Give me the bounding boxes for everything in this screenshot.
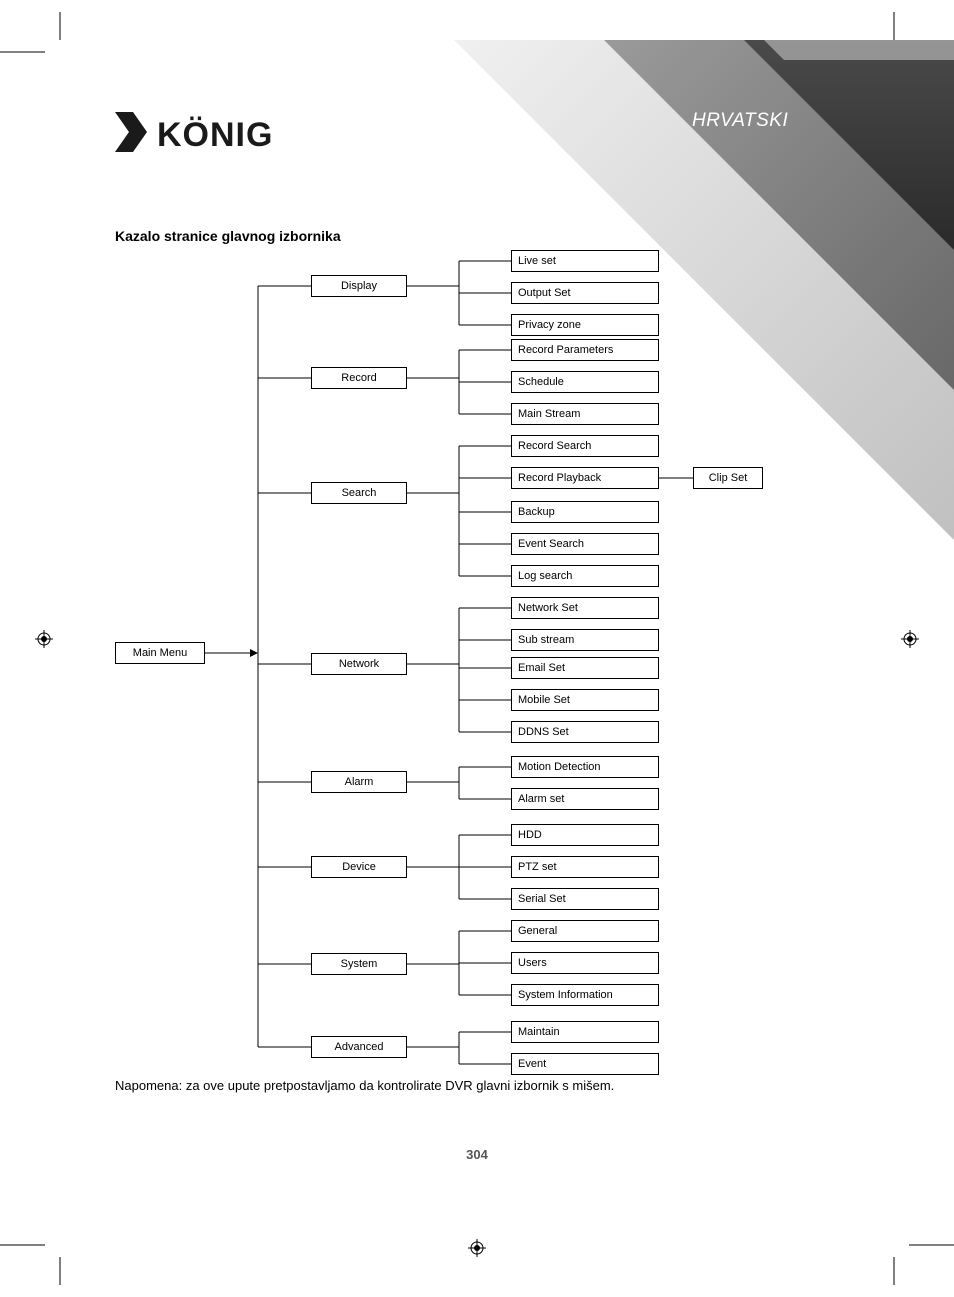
tree-node-search: Search	[311, 482, 407, 504]
tree-node-main-stream: Main Stream	[511, 403, 659, 425]
tree-node-record: Record	[311, 367, 407, 389]
tree-node-users: Users	[511, 952, 659, 974]
menu-tree-diagram: Main Menu Display Record Search Network Alarm…	[115, 245, 875, 1065]
tree-node-system: System	[311, 953, 407, 975]
language-label: HRVATSKI	[692, 110, 788, 132]
konig-logo: KÖNIG	[115, 110, 340, 163]
tree-node-backup: Backup	[511, 501, 659, 523]
tree-node-ptz-set: PTZ set	[511, 856, 659, 878]
registration-mark	[35, 630, 53, 648]
tree-node-alarm: Alarm	[311, 771, 407, 793]
tree-node-sub-stream: Sub stream	[511, 629, 659, 651]
tree-node-log-search: Log search	[511, 565, 659, 587]
tree-node-output-set: Output Set	[511, 282, 659, 304]
registration-mark	[468, 1239, 486, 1257]
tree-node-general: General	[511, 920, 659, 942]
tree-node-privacy-zone: Privacy zone	[511, 314, 659, 336]
tree-node-maintain: Maintain	[511, 1021, 659, 1043]
section-title: Kazalo stranice glavnog izbornika	[115, 228, 341, 244]
svg-text:KÖNIG: KÖNIG	[157, 116, 273, 154]
footer-note: Napomena: za ove upute pretpostavljamo d…	[115, 1078, 614, 1093]
tree-node-mobile-set: Mobile Set	[511, 689, 659, 711]
tree-node-email-set: Email Set	[511, 657, 659, 679]
tree-node-event-search: Event Search	[511, 533, 659, 555]
tree-node-network-set: Network Set	[511, 597, 659, 619]
tree-node-ddns-set: DDNS Set	[511, 721, 659, 743]
tree-node-sys-info: System Information	[511, 984, 659, 1006]
tree-node-network: Network	[311, 653, 407, 675]
tree-node-device: Device	[311, 856, 407, 878]
tree-node-serial-set: Serial Set	[511, 888, 659, 910]
tree-node-display: Display	[311, 275, 407, 297]
tree-node-event: Event	[511, 1053, 659, 1075]
tree-node-motion-det: Motion Detection	[511, 756, 659, 778]
tree-node-advanced: Advanced	[311, 1036, 407, 1058]
page-number: 304	[0, 1147, 954, 1162]
tree-node-live-set: Live set	[511, 250, 659, 272]
tree-node-hdd: HDD	[511, 824, 659, 846]
tree-node-rec-search: Record Search	[511, 435, 659, 457]
tree-node-alarm-set: Alarm set	[511, 788, 659, 810]
tree-node-schedule: Schedule	[511, 371, 659, 393]
registration-mark	[901, 630, 919, 648]
tree-node-rec-playback: Record Playback	[511, 467, 659, 489]
tree-node-rec-params: Record Parameters	[511, 339, 659, 361]
tree-node-root: Main Menu	[115, 642, 205, 664]
tree-node-clip-set: Clip Set	[693, 467, 763, 489]
